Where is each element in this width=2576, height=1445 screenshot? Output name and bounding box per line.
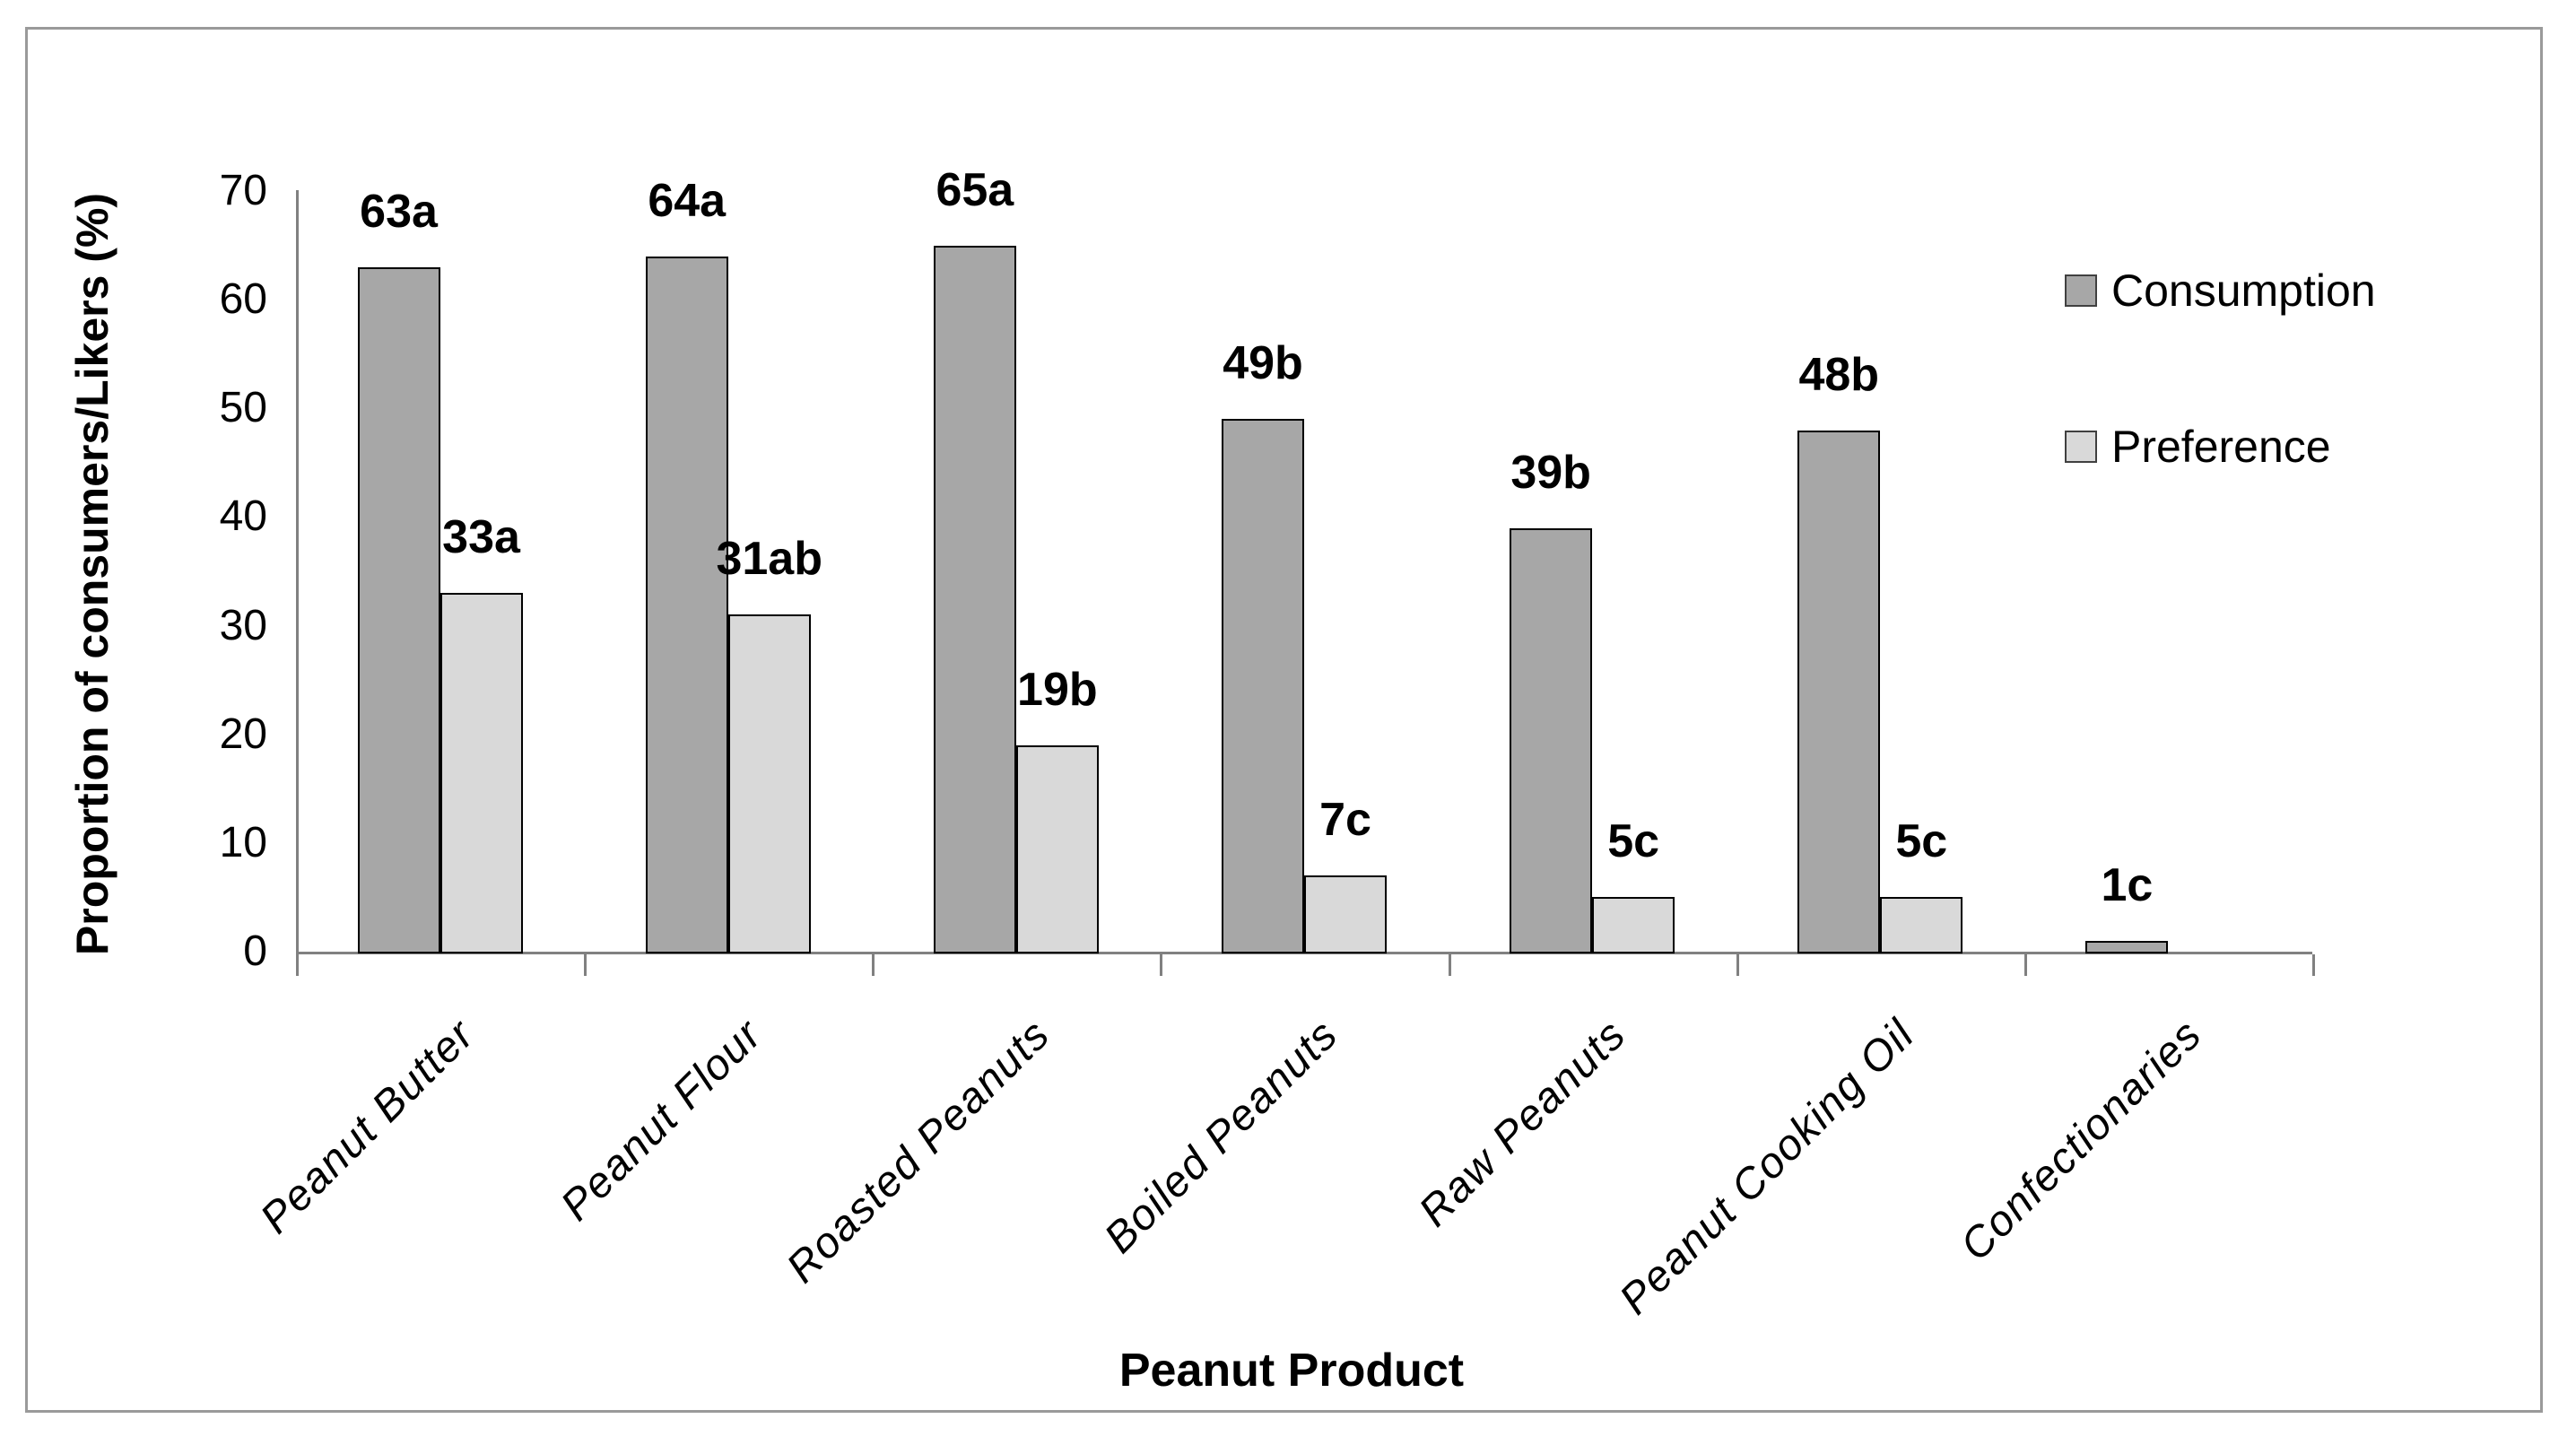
bar-preference-peanut-cooking-oil [1880,897,1963,953]
bar-value-label: 63a [360,185,438,238]
x-axis-tick [872,954,875,976]
x-axis-tick [584,954,587,976]
bar-consumption-boiled-peanuts [1222,419,1304,953]
y-axis-line [296,190,299,954]
bar-consumption-peanut-flour [645,256,728,953]
bar-consumption-confectionaries [2085,940,2169,953]
legend-item-consumption: Consumption [2065,265,2376,316]
x-axis-tick [2312,954,2315,976]
bar-value-label: 48b [1798,348,1880,401]
y-axis-title: Proportion of consumers/Likers (%) [67,192,117,956]
x-axis-title: Peanut Product [1118,1345,1465,1397]
y-tick-label: 60 [219,275,267,324]
bar-value-label: 64a [648,174,727,227]
bar-consumption-raw-peanuts [1510,527,1593,953]
x-axis-tick [2023,954,2027,976]
bar-consumption-peanut-butter [357,266,440,953]
bar-value-label: 65a [936,163,1014,216]
bar-consumption-roasted-peanuts [933,245,1016,953]
bar-consumption-peanut-cooking-oil [1797,430,1881,953]
bar-value-label: 7c [1319,794,1371,847]
bar-value-label: 5c [1607,815,1660,868]
x-axis-tick [296,954,299,976]
y-tick-label: 20 [219,709,267,758]
x-axis-tick [1160,954,1163,976]
bar-preference-peanut-flour [727,614,811,953]
bar-value-label: 31ab [716,533,822,586]
legend-label-preference: Preference [2111,422,2331,472]
bar-value-label: 49b [1223,337,1303,390]
bar-value-label: 19b [1017,663,1098,716]
y-tick-label: 30 [219,601,267,649]
legend-label-consumption: Consumption [2111,265,2376,316]
bar-preference-boiled-peanuts [1304,875,1387,953]
bar-preference-peanut-butter [439,593,523,953]
legend-item-preference: Preference [2065,422,2331,472]
bar-value-label: 33a [442,511,520,564]
bar-value-label: 5c [1895,815,1948,868]
preference-swatch [2065,431,2097,463]
x-axis-tick [1448,954,1451,976]
y-tick-label: 0 [243,927,267,975]
consumption-swatch [2065,274,2097,307]
y-tick-label: 70 [219,167,267,214]
bar-value-label: 1c [2101,858,2154,911]
bar-preference-raw-peanuts [1592,897,1675,953]
bar-value-label: 39b [1510,446,1591,499]
bar-preference-roasted-peanuts [1015,744,1099,953]
y-tick-label: 40 [219,492,267,541]
x-axis-tick [1736,954,1739,976]
y-tick-label: 10 [219,818,267,866]
y-tick-label: 50 [219,384,267,432]
